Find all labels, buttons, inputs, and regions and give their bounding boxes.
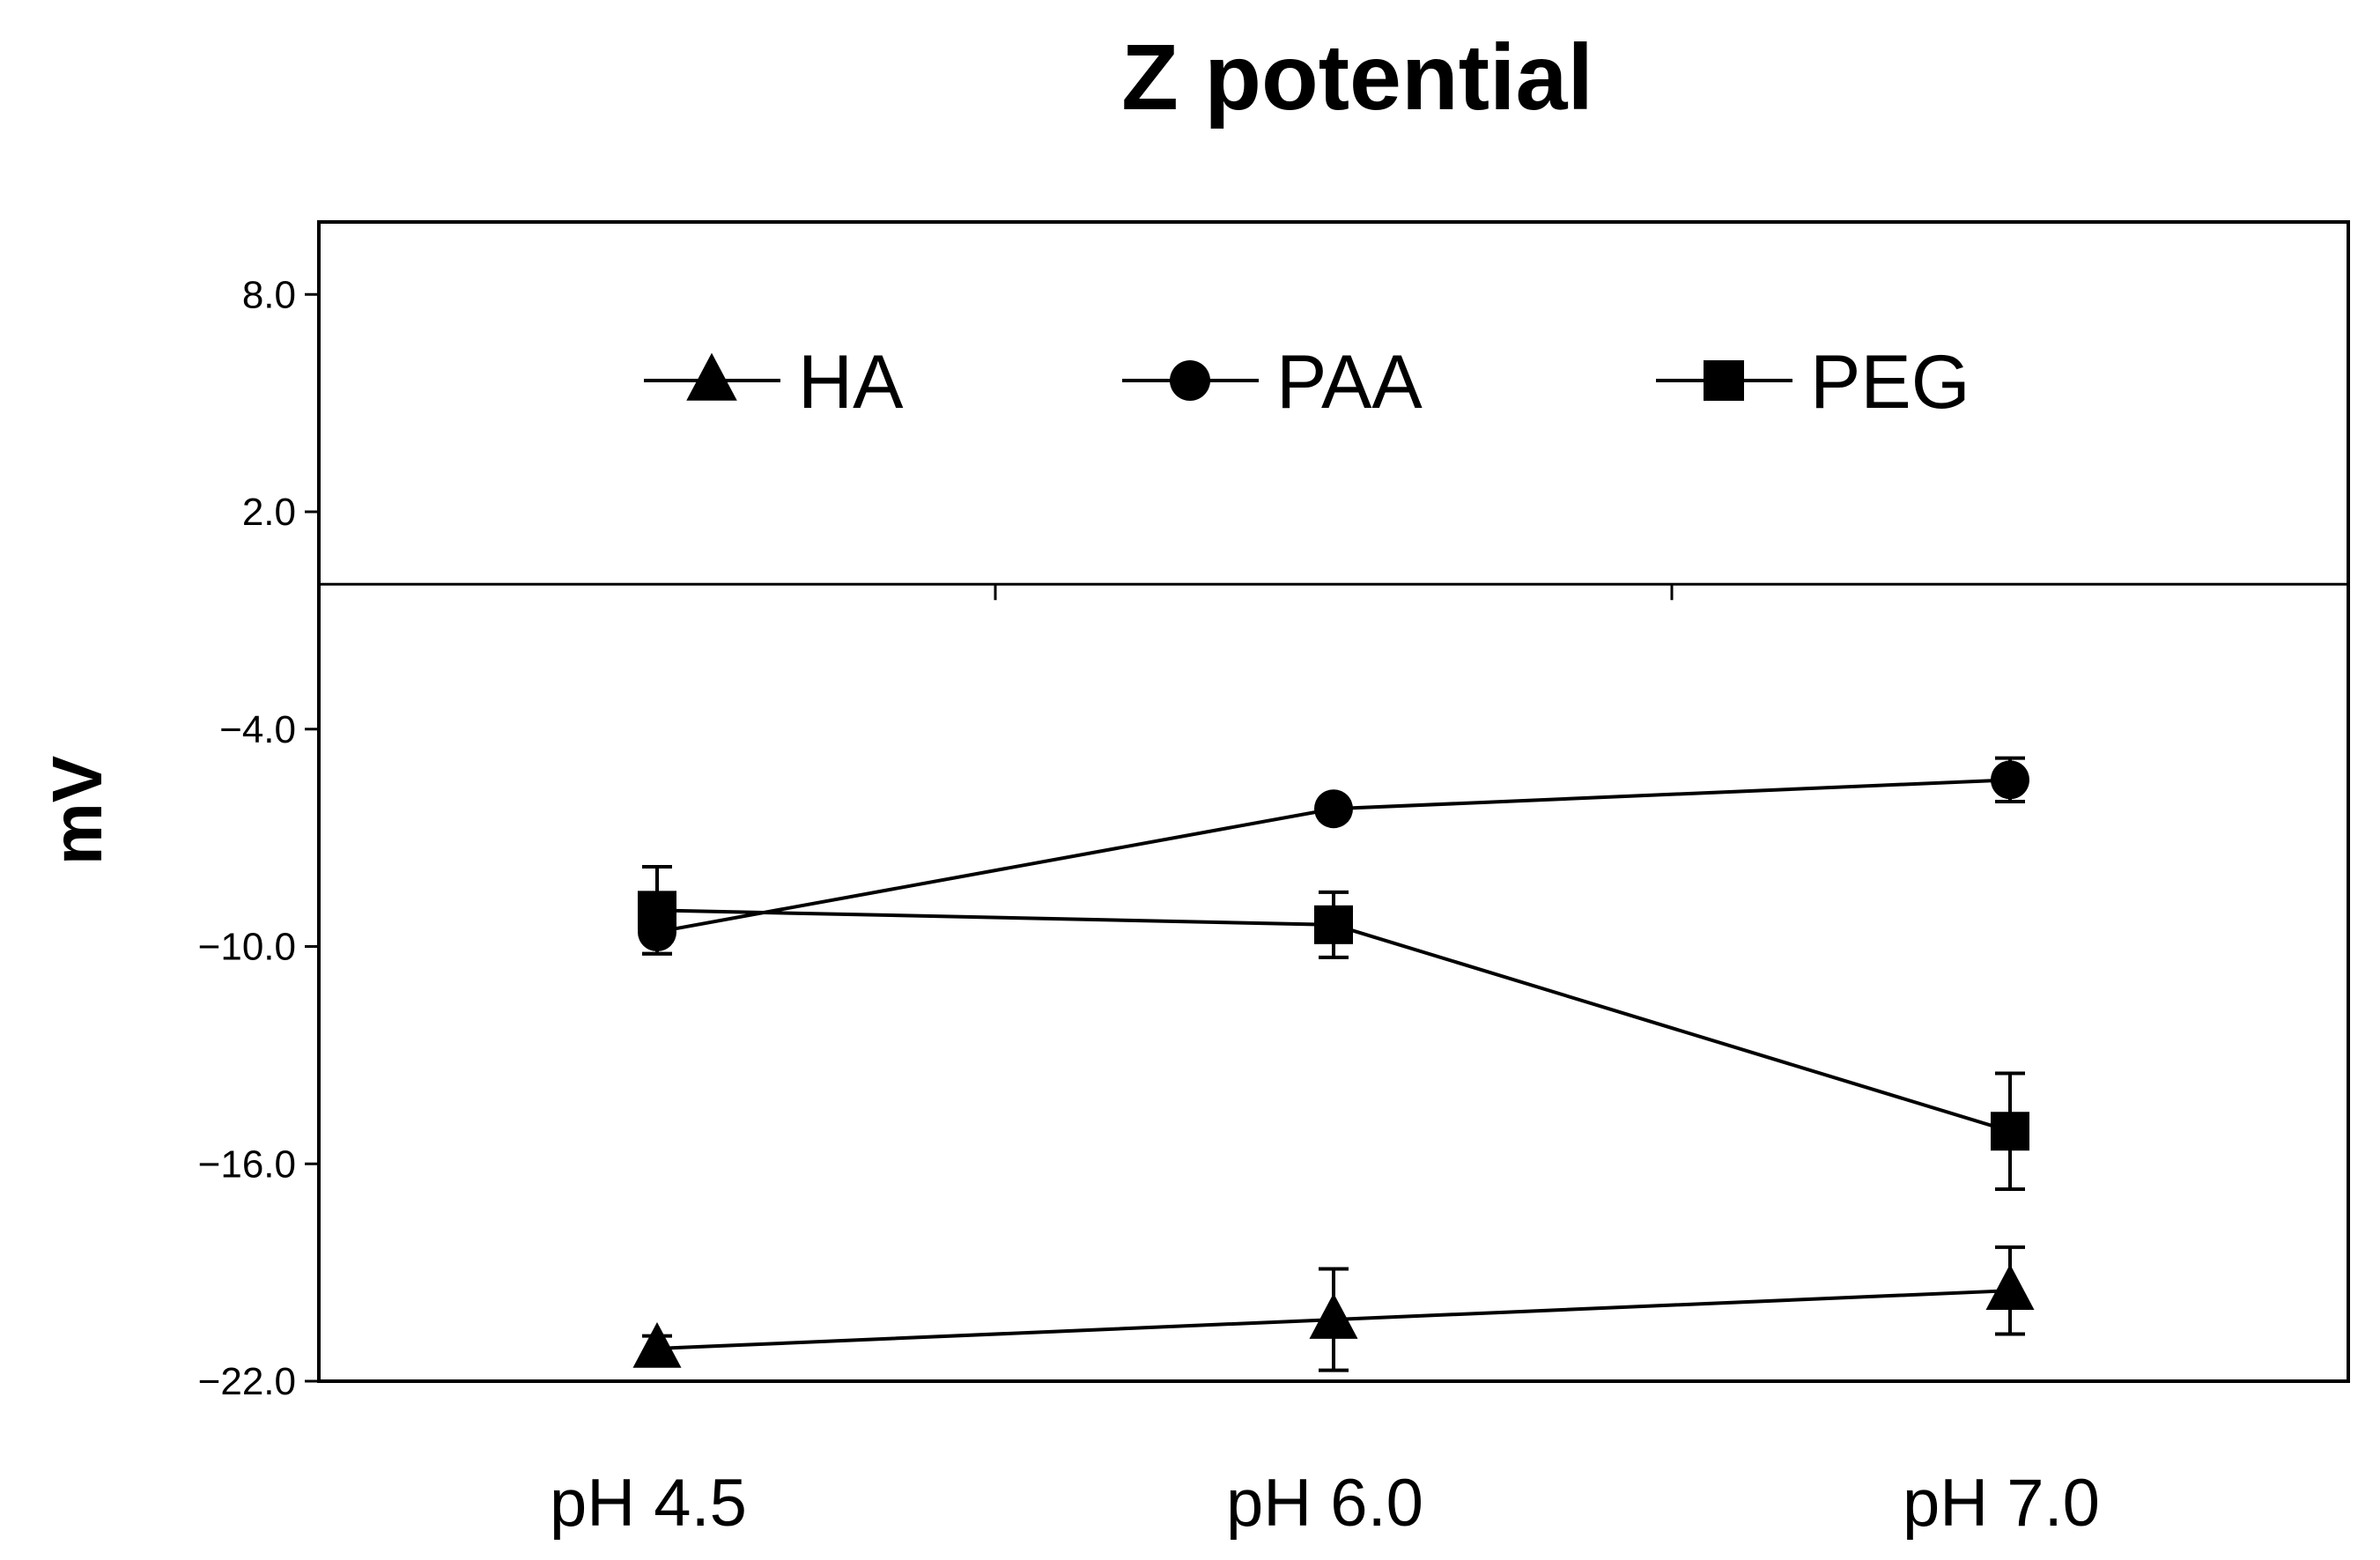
legend-item-paa: PAA bbox=[1122, 340, 1423, 425]
series-ha bbox=[632, 1245, 2035, 1372]
legend-marker-square bbox=[1704, 360, 1744, 401]
x-tick-label: pH 6.0 bbox=[1226, 1466, 1423, 1541]
chart-title: Z potential bbox=[1121, 26, 1593, 129]
legend-label: HA bbox=[798, 340, 904, 425]
legend-marker-circle bbox=[1170, 360, 1210, 401]
x-tick-label: pH 4.5 bbox=[550, 1466, 747, 1541]
y-axis-ticks: 8.0 2.0 −4.0 −10.0 −16.0 −22.0 bbox=[198, 273, 319, 1403]
plot-frame bbox=[317, 220, 2350, 1383]
legend-label: PAA bbox=[1276, 340, 1423, 425]
y-tick-label: −10.0 bbox=[198, 926, 296, 969]
zero-line bbox=[319, 582, 2348, 601]
data-point-ha bbox=[1309, 1293, 1358, 1339]
legend-label: PEG bbox=[1810, 340, 1970, 425]
y-tick-label: 2.0 bbox=[242, 491, 296, 534]
data-point-ha bbox=[1985, 1264, 2035, 1310]
legend: HA PAA PEG bbox=[644, 340, 1970, 425]
series-peg bbox=[638, 865, 2029, 1192]
series-layer bbox=[632, 756, 2035, 1372]
legend-item-ha: HA bbox=[644, 340, 904, 425]
data-point-peg bbox=[638, 891, 676, 930]
legend-marker-triangle bbox=[686, 352, 737, 401]
x-axis-ticks: pH 4.5 pH 6.0 pH 7.0 bbox=[550, 1466, 2100, 1541]
data-point-ha bbox=[632, 1321, 682, 1368]
data-point-paa bbox=[1991, 760, 2029, 800]
x-tick-label: pH 7.0 bbox=[1903, 1466, 2100, 1541]
y-tick-label: 8.0 bbox=[242, 273, 296, 316]
y-axis-label: mV bbox=[38, 756, 116, 866]
data-point-peg bbox=[1991, 1112, 2029, 1151]
y-tick-label: −22.0 bbox=[198, 1360, 296, 1403]
y-tick-label: −16.0 bbox=[198, 1142, 296, 1186]
y-tick-label: −4.0 bbox=[219, 708, 296, 751]
data-point-paa bbox=[1314, 789, 1353, 829]
data-point-peg bbox=[1314, 905, 1353, 944]
legend-item-peg: PEG bbox=[1656, 340, 1970, 425]
